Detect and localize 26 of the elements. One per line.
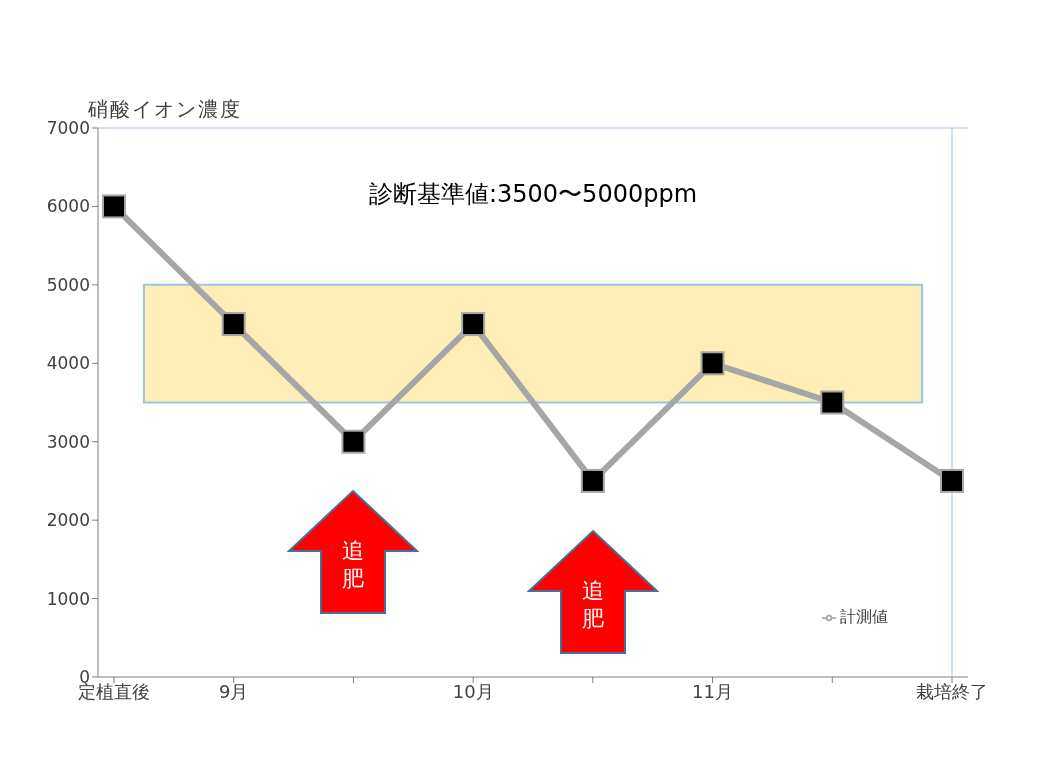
x-tick-label: 11月 — [692, 680, 734, 702]
point — [341, 429, 366, 454]
y-tick-label: 4000 — [46, 353, 90, 374]
y-axis-title: 硝酸イオン濃度 — [88, 96, 242, 121]
y-tick-label: 3000 — [46, 431, 90, 452]
x-tick-label: 10月 — [452, 680, 494, 702]
point — [102, 194, 126, 219]
x-tick-label: 栽培終了 — [916, 680, 988, 702]
y-tick-label: 7000 — [46, 118, 90, 139]
point — [820, 390, 845, 415]
annotation: 追肥 — [341, 536, 366, 593]
annotation: 診断基準値:3500〜5000ppm — [367, 179, 699, 210]
legend-label: 計測値 — [840, 607, 888, 626]
point — [940, 468, 964, 493]
y-tick-label: 5000 — [46, 274, 90, 295]
point — [580, 468, 605, 493]
point — [221, 312, 246, 337]
point — [700, 351, 725, 376]
y-tick-label: 2000 — [46, 510, 90, 531]
y-tick-label: 6000 — [46, 196, 90, 217]
annotation: 追肥 — [580, 577, 605, 634]
y-tick-label: 1000 — [46, 588, 90, 609]
up-arrow-icon: 追肥 — [526, 529, 659, 656]
up-arrow-icon: 追肥 — [287, 488, 420, 615]
point — [461, 312, 486, 337]
x-tick-label: 9月 — [218, 680, 249, 702]
